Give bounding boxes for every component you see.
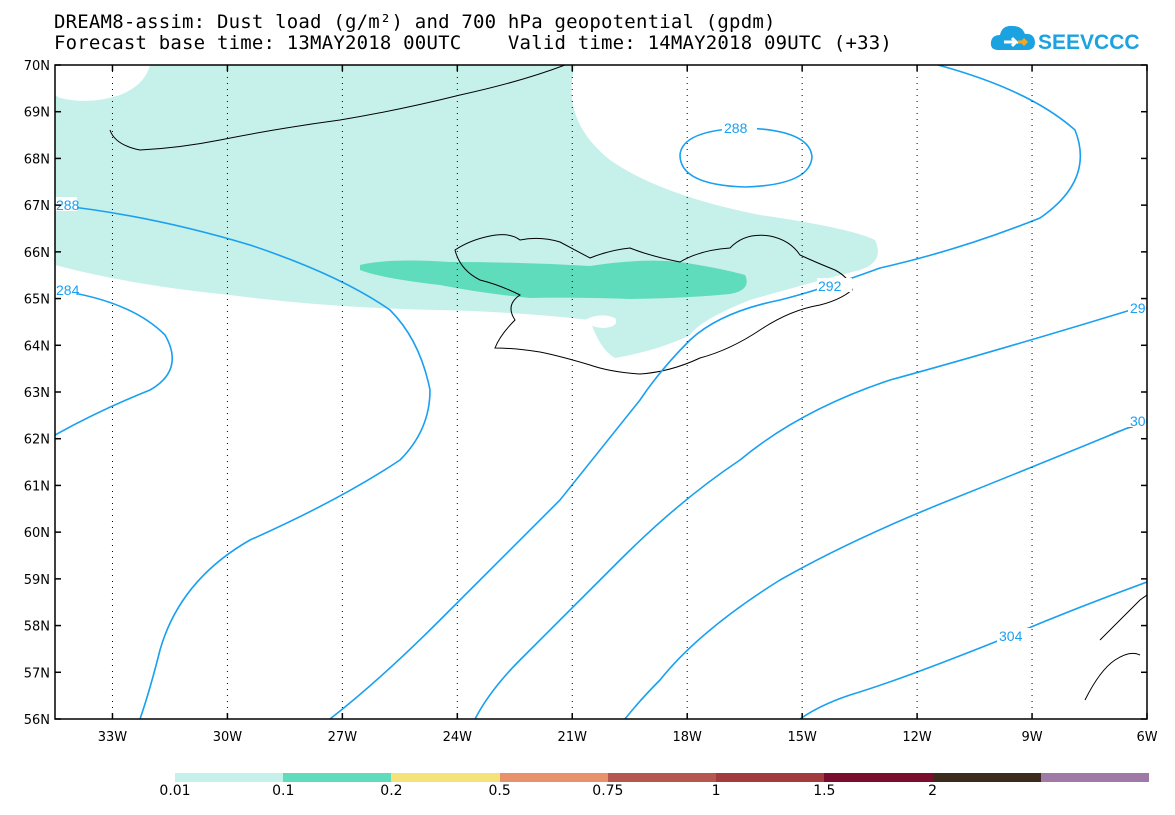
lat-label: 62N: [24, 433, 50, 448]
grid-lines: [111, 65, 1147, 719]
lon-label: 27W: [328, 730, 358, 745]
contour-284-left: [55, 289, 174, 436]
lat-label: 58N: [24, 620, 50, 635]
colorbar-swatch: [1040, 773, 1150, 782]
contour-label-296: 296: [1130, 300, 1154, 316]
title-line-2: Forecast base time: 13MAY2018 00UTC Vali…: [54, 32, 893, 54]
colorbar-swatch: [716, 773, 825, 782]
lat-label: 57N: [24, 666, 50, 681]
lat-label: 68N: [24, 152, 50, 167]
geopotential-contours: [55, 65, 1147, 719]
colorbar-swatch: [607, 773, 717, 782]
contour-label-288-left: 288: [56, 197, 80, 213]
lon-label: 6W: [1136, 730, 1157, 745]
contour-label-284: 284: [56, 282, 80, 298]
contour-304: [799, 581, 1147, 719]
lon-label: 24W: [443, 730, 473, 745]
colorbar-label: 1: [711, 783, 721, 799]
colorbar-swatch: [824, 773, 934, 782]
lat-label: 56N: [24, 713, 50, 728]
lat-label: 60N: [24, 526, 50, 541]
lon-label: 33W: [98, 730, 128, 745]
lat-label: 67N: [24, 199, 50, 214]
colorbar-swatch: [932, 773, 1042, 782]
logo-text: SEEVCCC: [1038, 31, 1140, 54]
contour-label-300: 300: [1130, 413, 1154, 429]
colorbar-swatch: [499, 773, 609, 782]
contour-label-288: 288: [724, 120, 748, 136]
colorbar-label: 2: [928, 783, 938, 799]
contour-label-292: 292: [818, 278, 842, 294]
dust-area-medium: [360, 260, 747, 299]
colorbar-label: 1.5: [813, 783, 836, 799]
lon-label: 15W: [787, 730, 817, 745]
seevccc-logo: SEEVCCC: [990, 25, 1140, 54]
lon-label: 12W: [902, 730, 932, 745]
lat-label: 70N: [24, 59, 50, 74]
contour-label-304: 304: [999, 628, 1023, 644]
colorbar-label: 0.1: [272, 783, 295, 799]
lon-label: 18W: [673, 730, 703, 745]
colorbar-swatch: [175, 773, 284, 782]
lat-label: 64N: [24, 339, 50, 354]
lat-label: 65N: [24, 293, 50, 308]
contour-296: [474, 304, 1147, 719]
lat-label: 59N: [24, 573, 50, 588]
colorbar-swatch: [391, 773, 501, 782]
contour-292: [329, 65, 1082, 719]
lon-label: 21W: [558, 730, 588, 745]
colorbar-label: 0.75: [592, 783, 624, 799]
lon-label: 30W: [213, 730, 243, 745]
colorbar-label: 0.2: [380, 783, 403, 799]
lat-label: 66N: [24, 246, 50, 261]
lat-label: 61N: [24, 479, 50, 494]
lat-label: 69N: [24, 106, 50, 121]
colorbar-label: 0.01: [159, 783, 191, 799]
dust-area-light: [55, 65, 878, 358]
lat-label: 63N: [24, 386, 50, 401]
title-line-1: DREAM8-assim: Dust load (g/m²) and 700 h…: [54, 11, 776, 33]
colorbar-swatch: [283, 773, 392, 782]
contour-300: [624, 419, 1147, 719]
contour-288-closed: [679, 127, 813, 188]
contour-288-left: [55, 204, 431, 719]
lon-label: 9W: [1021, 730, 1042, 745]
colorbar-label: 0.5: [488, 783, 511, 799]
